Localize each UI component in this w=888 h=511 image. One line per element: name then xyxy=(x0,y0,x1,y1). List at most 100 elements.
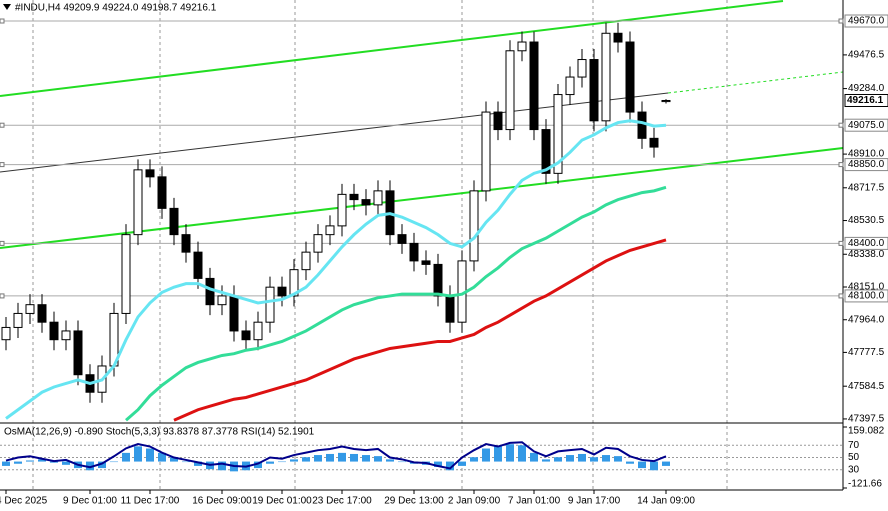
osma-bar xyxy=(554,457,562,462)
osma-bar xyxy=(542,459,550,462)
osma-bar xyxy=(26,460,34,462)
osma-bar xyxy=(602,455,610,462)
trend-line xyxy=(0,0,784,97)
osma-bar xyxy=(122,452,130,462)
candle-body xyxy=(313,234,323,253)
y-tick-label: 48910.0 xyxy=(848,149,885,160)
candle-body xyxy=(253,321,263,341)
menu-icon[interactable] xyxy=(3,4,11,10)
candle-body xyxy=(469,190,479,262)
rsi-line xyxy=(5,441,667,470)
x-tick-label: 14 Jan 09:00 xyxy=(637,496,695,507)
current-price: 49216.1 xyxy=(847,95,884,106)
osma-bar xyxy=(134,446,142,462)
osma-bar xyxy=(446,461,454,471)
candle-body xyxy=(565,76,575,96)
candle-body xyxy=(661,99,671,103)
rsi-tick-label: 70 xyxy=(848,440,860,451)
osma-bar xyxy=(638,461,646,469)
x-tick-label: 23 Dec 17:00 xyxy=(312,496,372,507)
candle-body xyxy=(541,129,551,174)
osma-bar xyxy=(218,461,226,471)
candle-body xyxy=(505,50,515,131)
osma-bar xyxy=(374,456,382,462)
osma-bar xyxy=(290,459,298,462)
candle-body xyxy=(1,326,11,341)
level-marker xyxy=(0,122,5,128)
osma-bar xyxy=(326,453,334,462)
osma-bar xyxy=(2,461,10,466)
osma-bar xyxy=(314,455,322,462)
level-label: 49075.0 xyxy=(848,120,885,131)
osma-bar xyxy=(38,459,46,462)
candle-body xyxy=(625,41,635,113)
candle-body xyxy=(265,286,275,323)
osma-bar xyxy=(362,455,370,462)
x-tick-label: 29 Dec 13:00 xyxy=(384,496,444,507)
y-tick-label: 47964.0 xyxy=(848,314,885,325)
candle-body xyxy=(481,111,491,192)
x-tick-label: 4 Dec 2025 xyxy=(0,496,48,507)
level-marker xyxy=(838,293,844,299)
y-tick-label: 48338.0 xyxy=(848,249,885,260)
level-label: 49670.0 xyxy=(848,16,885,27)
candle-body xyxy=(325,225,335,236)
osma-bar xyxy=(98,461,106,469)
y-tick-label: 49284.0 xyxy=(848,83,885,94)
y-tick-label: 47397.5 xyxy=(848,414,885,425)
osma-bar xyxy=(590,457,598,462)
level-marker xyxy=(838,240,844,246)
candle-body xyxy=(361,199,371,206)
level-marker xyxy=(838,18,844,24)
level-marker xyxy=(0,162,5,168)
x-tick-label: 11 Dec 17:00 xyxy=(121,496,180,507)
candle-body xyxy=(241,330,251,341)
candle-body xyxy=(277,286,287,297)
level-marker xyxy=(0,18,5,24)
moving-average xyxy=(125,185,667,422)
candle-body xyxy=(61,330,71,341)
level-marker xyxy=(0,240,5,246)
candle-body xyxy=(49,321,59,341)
osma-bar xyxy=(566,455,574,462)
osma-bar xyxy=(530,452,538,462)
x-tick-label: 16 Dec 09:00 xyxy=(192,496,252,507)
candle-body xyxy=(229,295,239,332)
candle-body xyxy=(517,41,527,52)
candle-body xyxy=(397,234,407,244)
osma-bar xyxy=(506,444,514,462)
candle-body xyxy=(637,111,647,139)
osma-bar xyxy=(62,461,70,465)
level-label-box xyxy=(844,118,888,132)
candle-body xyxy=(145,169,155,178)
osma-bar xyxy=(626,461,634,464)
osma-bar xyxy=(194,461,202,466)
indicator-tick-label: 159.082 xyxy=(848,426,885,437)
osma-bar xyxy=(614,456,622,462)
rsi-tick-label: 30 xyxy=(848,464,860,475)
level-label-box xyxy=(844,14,888,28)
osma-bar xyxy=(386,459,394,462)
osma-bar xyxy=(146,448,154,462)
osma-bar xyxy=(578,453,586,462)
y-tick-label: 49476.5 xyxy=(848,50,885,61)
candle-body xyxy=(337,193,347,227)
osma-bar xyxy=(86,461,94,471)
plot xyxy=(0,20,843,472)
osma-bar xyxy=(302,457,310,462)
candle-body xyxy=(553,94,563,174)
indicator-title: OsMA(12,26,9) -0.890 Stoch(5,3,3) 93.837… xyxy=(4,427,315,438)
level-label-box xyxy=(844,158,888,172)
candle-body xyxy=(613,32,623,43)
osma-bar xyxy=(470,457,478,462)
osma-bar xyxy=(482,448,490,462)
candle-body xyxy=(193,251,203,279)
osma-bar xyxy=(458,461,466,466)
candle-body xyxy=(157,176,167,209)
osma-bar xyxy=(494,446,502,462)
osma-bar xyxy=(350,453,358,462)
level-label: 48100.0 xyxy=(848,291,885,302)
osma-bar xyxy=(170,457,178,462)
candle-body xyxy=(445,295,455,323)
y-tick-label: 47584.5 xyxy=(848,381,885,392)
